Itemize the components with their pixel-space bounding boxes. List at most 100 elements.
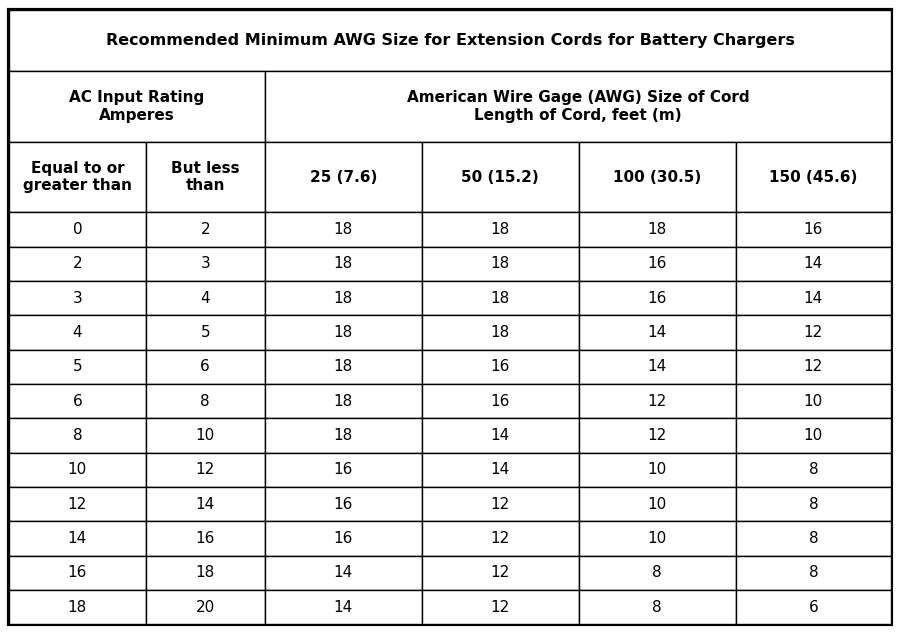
Bar <box>146 212 265 247</box>
Bar <box>146 556 265 590</box>
Text: 14: 14 <box>648 325 667 340</box>
Text: 16: 16 <box>491 394 510 409</box>
Bar <box>579 247 736 281</box>
Bar <box>9 10 891 71</box>
Bar <box>422 522 579 556</box>
Bar <box>265 212 422 247</box>
Text: 18: 18 <box>334 291 353 306</box>
Bar <box>146 247 265 281</box>
Text: 8: 8 <box>201 394 210 409</box>
Bar <box>736 384 891 418</box>
Bar <box>422 142 579 212</box>
Text: 2: 2 <box>201 222 210 237</box>
Bar <box>265 590 422 624</box>
Bar <box>579 556 736 590</box>
Text: 20: 20 <box>195 600 215 615</box>
Text: 10: 10 <box>195 428 215 443</box>
Text: AC Input Rating
Amperes: AC Input Rating Amperes <box>69 90 204 122</box>
Text: 10: 10 <box>804 428 823 443</box>
Bar <box>579 453 736 487</box>
Bar <box>146 590 265 624</box>
Bar <box>265 316 422 350</box>
Bar <box>146 281 265 316</box>
Bar <box>736 418 891 453</box>
Bar <box>422 556 579 590</box>
Text: 14: 14 <box>804 257 823 271</box>
Bar <box>265 71 891 142</box>
Text: 18: 18 <box>648 222 667 237</box>
Bar <box>579 142 736 212</box>
Bar <box>9 281 146 316</box>
Text: 16: 16 <box>648 257 667 271</box>
Bar <box>422 247 579 281</box>
Bar <box>9 247 146 281</box>
Text: 16: 16 <box>334 462 353 477</box>
Bar <box>265 522 422 556</box>
Text: 8: 8 <box>808 462 818 477</box>
Text: 12: 12 <box>648 394 667 409</box>
Text: 14: 14 <box>648 359 667 375</box>
Text: 14: 14 <box>68 531 87 546</box>
Bar <box>9 590 146 624</box>
Text: 18: 18 <box>491 291 510 306</box>
Text: 3: 3 <box>201 257 210 271</box>
Text: 4: 4 <box>201 291 210 306</box>
Bar <box>736 487 891 522</box>
Text: 14: 14 <box>195 497 215 512</box>
Bar <box>146 384 265 418</box>
Bar <box>736 350 891 384</box>
Bar <box>736 212 891 247</box>
Bar <box>736 281 891 316</box>
Text: 18: 18 <box>491 325 510 340</box>
Text: 8: 8 <box>652 600 662 615</box>
Text: 6: 6 <box>73 394 82 409</box>
Bar <box>736 453 891 487</box>
Bar <box>9 316 146 350</box>
Text: 14: 14 <box>334 600 353 615</box>
Bar <box>422 212 579 247</box>
Bar <box>422 453 579 487</box>
Text: 12: 12 <box>804 359 823 375</box>
Bar <box>422 281 579 316</box>
Text: Recommended Minimum AWG Size for Extension Cords for Battery Chargers: Recommended Minimum AWG Size for Extensi… <box>105 33 795 48</box>
Text: 14: 14 <box>491 462 510 477</box>
Bar <box>422 590 579 624</box>
Bar <box>736 590 891 624</box>
Bar <box>736 522 891 556</box>
Bar <box>9 487 146 522</box>
Text: 18: 18 <box>195 566 215 581</box>
Bar <box>9 556 146 590</box>
Text: 10: 10 <box>804 394 823 409</box>
Bar <box>265 487 422 522</box>
Text: 16: 16 <box>68 566 87 581</box>
Bar <box>579 590 736 624</box>
Bar <box>579 281 736 316</box>
Bar <box>736 142 891 212</box>
Bar <box>265 418 422 453</box>
Text: 0: 0 <box>73 222 82 237</box>
Text: 100 (30.5): 100 (30.5) <box>613 169 701 184</box>
Text: 6: 6 <box>808 600 818 615</box>
Text: 12: 12 <box>491 497 510 512</box>
Text: 18: 18 <box>334 222 353 237</box>
Bar <box>579 522 736 556</box>
Text: Equal to or
greater than: Equal to or greater than <box>22 161 132 193</box>
Text: 16: 16 <box>648 291 667 306</box>
Text: 18: 18 <box>334 257 353 271</box>
Text: 25 (7.6): 25 (7.6) <box>310 169 377 184</box>
Bar <box>579 487 736 522</box>
Bar <box>422 350 579 384</box>
Text: 18: 18 <box>68 600 87 615</box>
Text: 5: 5 <box>73 359 82 375</box>
Text: 3: 3 <box>73 291 82 306</box>
Text: 10: 10 <box>648 497 667 512</box>
Bar <box>579 350 736 384</box>
Text: 14: 14 <box>804 291 823 306</box>
Bar <box>422 384 579 418</box>
Text: 8: 8 <box>808 566 818 581</box>
Bar <box>422 487 579 522</box>
Bar <box>146 142 265 212</box>
Bar <box>9 522 146 556</box>
Bar <box>146 522 265 556</box>
Bar <box>579 316 736 350</box>
